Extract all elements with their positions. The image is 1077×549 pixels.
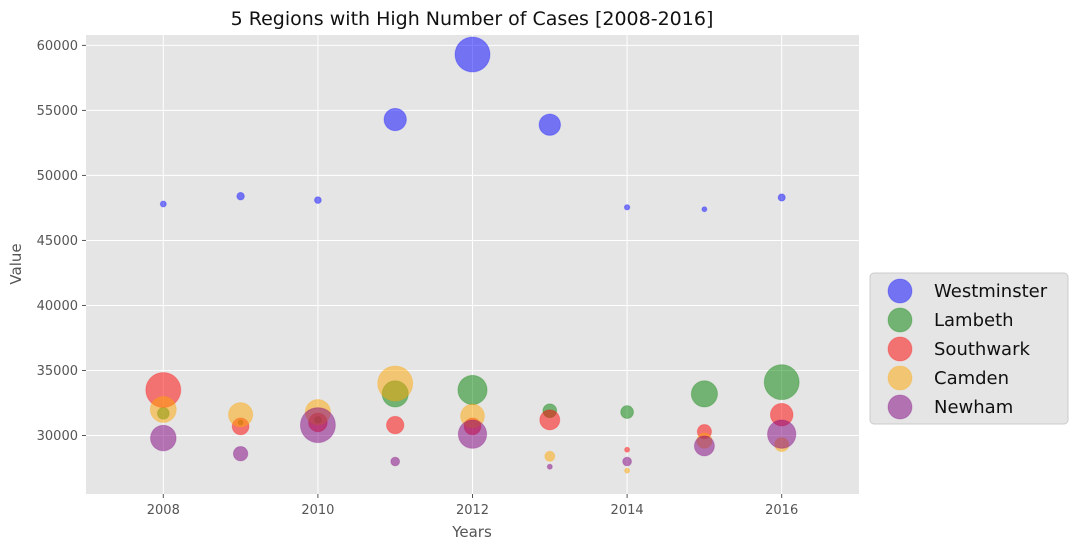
data-point — [149, 395, 177, 423]
legend-label: Camden — [934, 368, 1009, 389]
legend-box — [869, 272, 1069, 425]
data-point — [777, 193, 786, 202]
y-tick-label: 30000 — [37, 429, 78, 444]
legend-marker — [887, 336, 913, 362]
data-point — [454, 36, 491, 73]
data-point — [620, 405, 634, 419]
data-point — [763, 364, 800, 401]
x-axis-label: Years — [451, 523, 492, 541]
y-tick-label: 45000 — [37, 234, 78, 249]
y-tick-label: 35000 — [37, 364, 78, 379]
data-point — [693, 435, 715, 457]
x-tick-label: 2008 — [147, 503, 180, 518]
legend-marker — [887, 394, 913, 420]
y-tick-label: 50000 — [37, 169, 78, 184]
y-tick-label: 40000 — [37, 299, 78, 314]
legend-label: Lambeth — [934, 310, 1014, 331]
x-tick-label: 2010 — [301, 503, 334, 518]
data-point — [544, 450, 556, 462]
data-point — [457, 374, 488, 406]
data-point — [539, 409, 561, 431]
data-point — [150, 424, 177, 452]
data-point — [232, 445, 249, 462]
data-point — [314, 196, 322, 205]
legend: Westminster Lambeth Southwark Camden Newham — [869, 272, 1069, 425]
legend-label: Newham — [934, 397, 1013, 418]
x-tick-label: 2014 — [611, 503, 644, 518]
data-point — [159, 200, 167, 208]
y-tick-label: 60000 — [37, 39, 78, 54]
data-point — [622, 456, 632, 467]
data-point — [236, 191, 245, 201]
x-tick-label: 2012 — [456, 503, 489, 518]
legend-label: Southwark — [934, 339, 1030, 360]
data-point — [228, 402, 254, 428]
x-tick-label: 2016 — [765, 503, 798, 518]
chart-title: 5 Regions with High Number of Cases [200… — [231, 8, 714, 30]
y-tick-label: 55000 — [37, 104, 78, 119]
data-points — [145, 36, 800, 474]
data-point — [386, 415, 405, 435]
data-point — [624, 446, 631, 453]
data-point — [546, 463, 553, 470]
data-point — [377, 365, 414, 402]
data-point — [383, 107, 407, 132]
data-point — [623, 204, 631, 211]
legend-marker — [887, 307, 913, 333]
data-point — [457, 419, 488, 449]
data-point — [624, 467, 631, 474]
data-point — [299, 407, 336, 444]
data-point — [701, 206, 708, 213]
y-axis-ticks: 30000 35000 40000 45000 50000 55000 60000 — [37, 39, 86, 444]
legend-marker — [887, 278, 913, 304]
data-point — [690, 380, 719, 408]
legend-marker — [887, 365, 913, 391]
data-point — [767, 419, 797, 449]
legend-label: Westminster — [934, 281, 1048, 302]
data-point — [538, 113, 561, 136]
grid-lines — [86, 35, 859, 494]
y-axis-label: Value — [7, 243, 25, 284]
x-axis-ticks: 2008 2010 2012 2014 2016 — [147, 494, 798, 518]
data-point — [390, 456, 401, 467]
